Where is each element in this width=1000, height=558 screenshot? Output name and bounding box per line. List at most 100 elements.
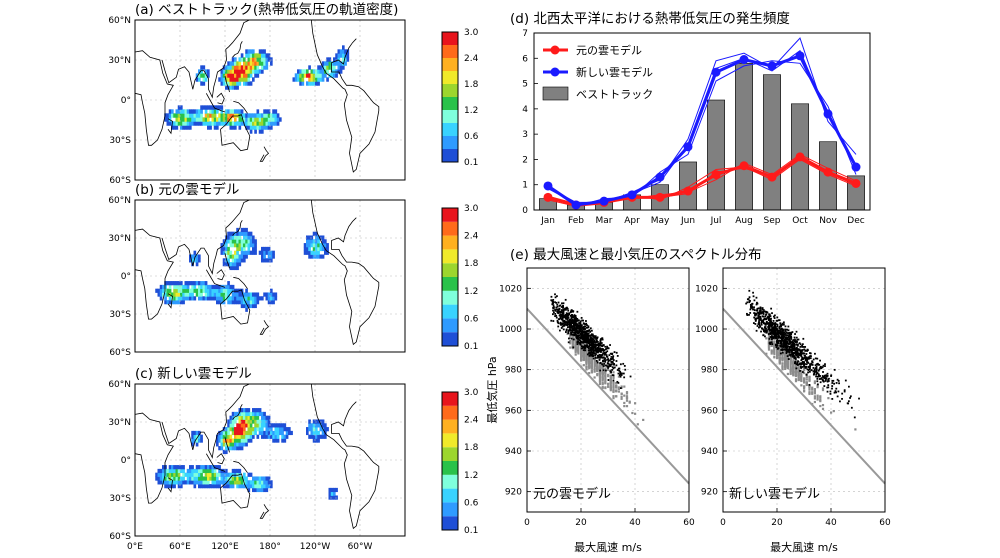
density-cell: [231, 265, 235, 271]
density-cell: [238, 235, 242, 240]
density-cell: [198, 117, 201, 122]
density-cell: [195, 258, 199, 263]
density-cell: [265, 121, 269, 126]
density-cell: [256, 292, 260, 297]
scatter-point-besttrack: [781, 359, 784, 362]
density-cell: [231, 419, 235, 424]
scatter-point-besttrack: [767, 333, 771, 337]
scatter-point-model: [574, 318, 577, 321]
density-cell: [220, 243, 224, 248]
scatter-point-model: [621, 372, 623, 375]
scatter-point-besttrack: [792, 367, 795, 370]
density-cell: [225, 472, 228, 477]
scatter-point-besttrack: [607, 375, 610, 378]
scatter-point-model: [773, 335, 776, 338]
scatter-point-model: [771, 333, 774, 335]
density-cell: [222, 239, 226, 244]
scatter-point-besttrack: [797, 369, 800, 373]
scatter-point-model: [580, 345, 583, 348]
scatter-point-model: [805, 366, 807, 369]
density-cell: [236, 442, 239, 447]
scatter-point-besttrack: [765, 337, 768, 340]
density-cell: [274, 121, 278, 126]
density-cell: [225, 85, 228, 90]
scatter-point-model: [566, 312, 569, 315]
density-cell: [202, 288, 206, 293]
density-cell: [249, 480, 253, 485]
density-cell: [231, 423, 235, 428]
scatter-point-besttrack: [593, 364, 596, 367]
scatter-point-model: [555, 316, 558, 319]
density-cell: [229, 438, 233, 443]
density-cell: [191, 468, 194, 474]
scatter-point-besttrack: [797, 378, 800, 382]
scatter-point-model: [785, 348, 788, 350]
density-cell: [308, 423, 311, 428]
scatter-point-besttrack: [803, 380, 806, 383]
series-line-original: [547, 155, 857, 207]
scatter-point-model: [606, 362, 609, 365]
scatter-point-model: [602, 360, 604, 363]
density-cell: [227, 254, 230, 259]
scatter-point-besttrack: [813, 392, 816, 395]
density-cell: [234, 125, 237, 130]
scatter-point-model: [759, 312, 761, 314]
scatter-point-model: [601, 348, 604, 350]
density-cell: [249, 61, 253, 66]
scatter-point-model: [569, 329, 572, 332]
scatter-point-model: [597, 354, 600, 357]
density-cell: [326, 243, 329, 248]
density-cell: [256, 415, 260, 420]
density-cell: [240, 258, 244, 263]
density-cell: [236, 239, 239, 244]
scatter-point-besttrack: [571, 332, 575, 335]
lat-tick-label: 0°: [121, 456, 131, 466]
density-cell: [229, 284, 233, 290]
scatter-point-besttrack: [588, 371, 591, 375]
density-cell: [261, 430, 264, 436]
scatter-point-model: [803, 352, 806, 355]
scatter-point-model: [793, 345, 796, 348]
scatter-point-model: [576, 331, 579, 334]
scatter-point-model: [755, 313, 758, 316]
scatter-point-besttrack: [620, 392, 623, 395]
density-cell: [180, 117, 183, 122]
ytick-label: 1: [522, 181, 528, 191]
scatter-point-model: [786, 338, 789, 341]
density-cell: [209, 465, 212, 470]
lat-tick-label: 0°: [121, 272, 131, 282]
density-cell: [173, 296, 176, 301]
coastline: [360, 384, 369, 385]
density-cell: [218, 468, 221, 474]
density-cell: [231, 81, 235, 86]
scatter-point-model: [576, 325, 579, 327]
density-cell: [256, 480, 260, 485]
scatter-point-model: [611, 361, 614, 364]
scatter-point-model: [562, 328, 565, 331]
density-cell: [276, 427, 280, 432]
density-cell: [256, 73, 260, 78]
density-cell: [204, 109, 208, 114]
scatter-inner-label-left: 元の雲モデル: [533, 486, 611, 502]
density-cell: [267, 109, 271, 114]
density-cell: [207, 484, 210, 489]
scatter-point-model: [827, 380, 830, 382]
scatter-point-model: [573, 314, 576, 316]
density-cell: [218, 105, 221, 110]
density-cell: [310, 235, 314, 240]
density-cell: [231, 476, 235, 481]
colorbar-tick-label: 0.1: [464, 342, 478, 352]
scatter-point-model: [826, 390, 829, 393]
scatter-point-model: [595, 338, 597, 340]
scatter-point-model: [580, 333, 583, 335]
density-cell: [249, 427, 253, 432]
scatter-point-model: [788, 347, 791, 350]
density-cell: [265, 125, 269, 130]
scatter-point-model: [788, 354, 791, 356]
density-cell: [321, 423, 325, 428]
density-cell: [254, 408, 257, 413]
density-cell: [229, 85, 233, 90]
density-cell: [270, 288, 273, 293]
scatter-point-model: [574, 322, 577, 324]
scatter-point-besttrack: [781, 355, 784, 358]
